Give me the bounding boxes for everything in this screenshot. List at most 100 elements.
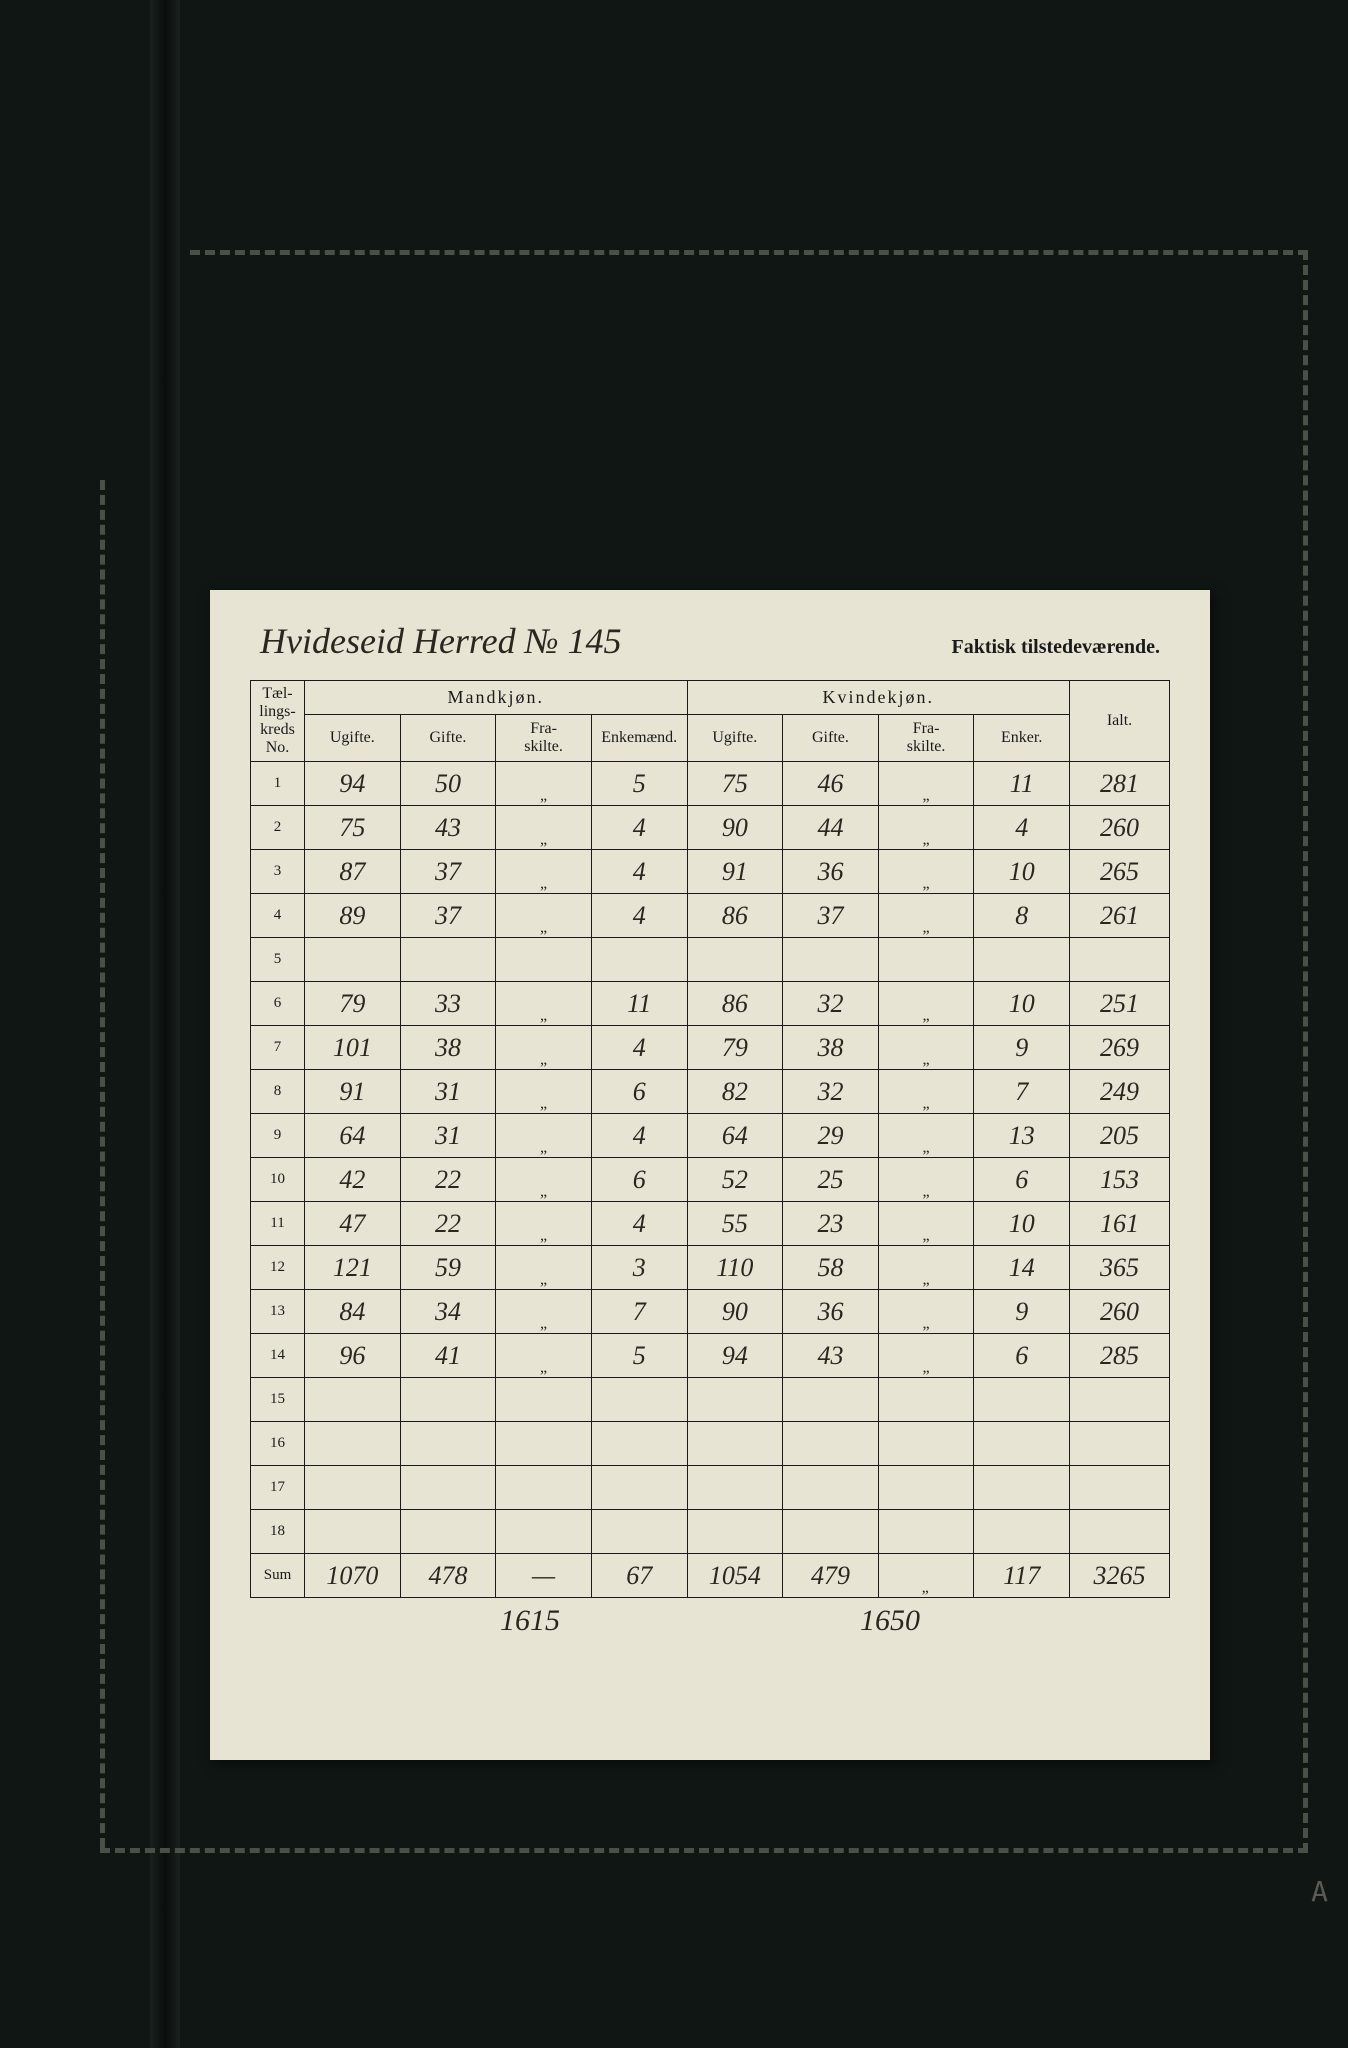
cell-value: [687, 1510, 783, 1554]
table-header: Tæl- lings- kreds No. Mandkjøn. Kvindekj…: [251, 681, 1170, 762]
cell-value: [974, 1466, 1070, 1510]
table-row: 27543„49044„4260: [251, 806, 1170, 850]
col-header-m-ugifte: Ugifte.: [305, 714, 401, 761]
frame-border-top: [190, 250, 1308, 255]
cell-value: 4: [591, 806, 687, 850]
cell-value: 89: [305, 894, 401, 938]
cell-value: 87: [305, 850, 401, 894]
row-number: 10: [251, 1158, 305, 1202]
cell-value: 7: [974, 1070, 1070, 1114]
cell-value: [305, 1378, 401, 1422]
sum-ialt: 3265: [1070, 1554, 1170, 1598]
table-row: 48937„48637„8261: [251, 894, 1170, 938]
table-row: 16: [251, 1422, 1170, 1466]
cell-value: [783, 1422, 879, 1466]
row-number: 4: [251, 894, 305, 938]
cell-value: „: [496, 1158, 592, 1202]
cell-value: 43: [400, 806, 496, 850]
sum-k-fraskilte: „: [878, 1554, 974, 1598]
cell-value: [305, 938, 401, 982]
cell-value: 153: [1070, 1158, 1170, 1202]
sum-m-ugifte: 1070: [305, 1554, 401, 1598]
district-title: Hvideseid Herred № 145: [260, 620, 622, 662]
cell-value: 79: [305, 982, 401, 1026]
cell-value: „: [496, 850, 592, 894]
table-row: 1212159„311058„14365: [251, 1246, 1170, 1290]
cell-value: [974, 1510, 1070, 1554]
row-number: 11: [251, 1202, 305, 1246]
cell-value: 6: [591, 1070, 687, 1114]
cell-value: [783, 1510, 879, 1554]
cell-value: 47: [305, 1202, 401, 1246]
cell-value: [1070, 938, 1170, 982]
col-header-m-fraskilte: Fra- skilte.: [496, 714, 592, 761]
cell-value: [1070, 1378, 1170, 1422]
book-binding: [150, 0, 180, 2048]
cell-value: 3: [591, 1246, 687, 1290]
row-number: 9: [251, 1114, 305, 1158]
cell-value: 9: [974, 1026, 1070, 1070]
row-number: 12: [251, 1246, 305, 1290]
cell-value: 4: [591, 1026, 687, 1070]
cell-value: „: [496, 1070, 592, 1114]
cell-value: 75: [305, 806, 401, 850]
table-row: 114722„45523„10161: [251, 1202, 1170, 1246]
sum-label: Sum: [251, 1554, 305, 1598]
cell-value: [496, 938, 592, 982]
cell-value: 6: [974, 1158, 1070, 1202]
cell-value: 52: [687, 1158, 783, 1202]
cell-value: „: [878, 1246, 974, 1290]
cell-value: 285: [1070, 1334, 1170, 1378]
col-header-k-gifte: Gifte.: [783, 714, 879, 761]
cell-value: 34: [400, 1290, 496, 1334]
cell-value: 90: [687, 1290, 783, 1334]
subtotal-male: 1615: [500, 1604, 560, 1638]
cell-value: [496, 1378, 592, 1422]
cell-value: [687, 1378, 783, 1422]
table-row: 17: [251, 1466, 1170, 1510]
cell-value: 4: [974, 806, 1070, 850]
col-header-k-enker: Enker.: [974, 714, 1070, 761]
cell-value: 269: [1070, 1026, 1170, 1070]
cell-value: 4: [591, 1202, 687, 1246]
cell-value: 58: [783, 1246, 879, 1290]
cell-value: 75: [687, 762, 783, 806]
cell-value: [591, 1510, 687, 1554]
cell-value: 10: [974, 982, 1070, 1026]
table-row: 89131„68232„7249: [251, 1070, 1170, 1114]
frame-border-left: [100, 480, 105, 1848]
cell-value: 94: [687, 1334, 783, 1378]
table-row: 710138„47938„9269: [251, 1026, 1170, 1070]
sum-m-gifte: 478: [400, 1554, 496, 1598]
cell-value: 23: [783, 1202, 879, 1246]
cell-value: „: [878, 806, 974, 850]
cell-value: 32: [783, 982, 879, 1026]
cell-value: 42: [305, 1158, 401, 1202]
sum-k-enker: 117: [974, 1554, 1070, 1598]
table-row: 67933„118632„10251: [251, 982, 1170, 1026]
row-number: 15: [251, 1378, 305, 1422]
sum-k-gifte: 479: [783, 1554, 879, 1598]
cell-value: [1070, 1510, 1170, 1554]
cell-value: [974, 938, 1070, 982]
cell-value: „: [496, 982, 592, 1026]
cell-value: 110: [687, 1246, 783, 1290]
frame-border-bottom: [100, 1848, 1308, 1853]
cell-value: 5: [591, 1334, 687, 1378]
col-header-k-ugifte: Ugifte.: [687, 714, 783, 761]
cell-value: 44: [783, 806, 879, 850]
cell-value: 13: [974, 1114, 1070, 1158]
cell-value: 64: [305, 1114, 401, 1158]
cell-value: [496, 1422, 592, 1466]
cell-value: „: [496, 1290, 592, 1334]
cell-value: „: [496, 806, 592, 850]
cell-value: 90: [687, 806, 783, 850]
cell-value: 32: [783, 1070, 879, 1114]
cell-value: [400, 938, 496, 982]
cell-value: 14: [974, 1246, 1070, 1290]
cell-value: 11: [591, 982, 687, 1026]
cell-value: 101: [305, 1026, 401, 1070]
cell-value: 96: [305, 1334, 401, 1378]
table-body: 19450„57546„1128127543„49044„426038737„4…: [251, 762, 1170, 1554]
row-number: 14: [251, 1334, 305, 1378]
